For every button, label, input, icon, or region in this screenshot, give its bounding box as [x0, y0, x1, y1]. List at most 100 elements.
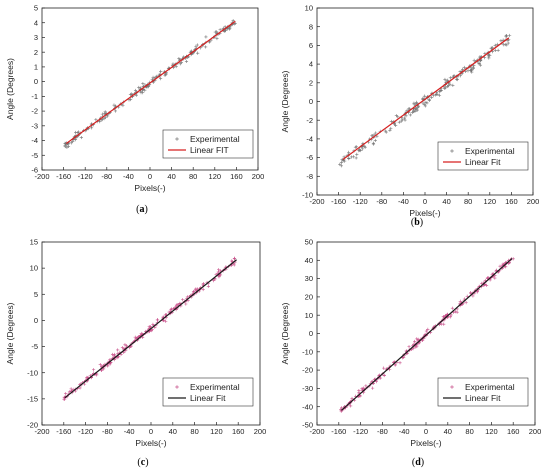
y-tick-label: 3 — [34, 33, 38, 42]
scatter-point — [112, 352, 117, 357]
legend-label: Experimental — [190, 382, 240, 392]
scatter-point — [340, 160, 344, 164]
scatter-point — [502, 43, 506, 47]
scatter-point — [394, 123, 398, 128]
scatter-point — [382, 373, 386, 378]
scatter-point — [388, 368, 392, 372]
scatter-point — [103, 115, 108, 120]
scatter-point — [504, 33, 508, 38]
scatter-point — [443, 314, 448, 318]
scatter-point — [361, 147, 365, 151]
x-tick-label: 200 — [529, 427, 542, 436]
scatter-point — [116, 348, 120, 352]
scatter-point — [94, 118, 98, 122]
scatter-point — [407, 345, 411, 349]
scatter-point — [424, 100, 428, 105]
x-tick-label: 200 — [254, 427, 267, 436]
scatter-point — [493, 48, 497, 52]
scatter-point — [415, 100, 419, 104]
scatter-point — [178, 301, 182, 305]
scatter-point — [174, 64, 178, 69]
x-tick-label: 200 — [527, 197, 540, 206]
x-tick-label: 120 — [484, 197, 497, 206]
y-tick-label: -2 — [306, 116, 313, 125]
scatter-point — [76, 130, 81, 134]
scatter-point — [477, 62, 481, 66]
scatter-point — [402, 116, 406, 120]
legend-label: Experimental — [465, 382, 515, 392]
scatter-point — [443, 86, 447, 90]
scatter-point — [361, 386, 366, 390]
scatter-point — [498, 264, 502, 268]
legend-box — [162, 377, 254, 407]
scatter-point — [64, 392, 68, 396]
scatter-point — [355, 152, 359, 157]
y-tick-label: -4 — [306, 135, 313, 144]
x-tick-label: 40 — [167, 172, 175, 181]
scatter-point — [455, 310, 459, 314]
scatter-point — [455, 77, 459, 81]
scatter-point — [69, 141, 73, 145]
scatter-point — [354, 156, 358, 160]
x-tick-label: 160 — [507, 427, 520, 436]
scatter-point — [414, 107, 419, 111]
scatter-point — [139, 91, 143, 95]
scatter-point — [413, 339, 417, 344]
y-tick-label: 2 — [34, 48, 38, 57]
scatter-point — [150, 328, 154, 332]
x-tick-label: -80 — [377, 427, 388, 436]
scatter-point — [400, 118, 404, 122]
scatter-point — [69, 387, 73, 391]
x-tick-label: -40 — [398, 197, 409, 206]
legend-box — [162, 129, 254, 159]
scatter-point — [194, 287, 198, 291]
chart-b: -200 -160 -120 -80 -40 0 40 80 120 160 200-10-8-6-… — [280, 4, 540, 228]
y-tick-label: -20 — [302, 366, 313, 375]
scatter-point — [501, 38, 505, 42]
y-tick-label: -15 — [27, 394, 38, 403]
scatter-point — [461, 67, 465, 72]
scatter-point — [357, 391, 361, 395]
x-axis-title: Pixels(-) — [134, 183, 165, 193]
legend-label: Linear Fit — [465, 157, 501, 167]
y-axis-title: Angle (Degrees) — [5, 58, 15, 120]
scatter-point — [184, 302, 188, 306]
scatter-point — [217, 268, 221, 272]
scatter-point — [402, 355, 406, 359]
legend-marker-scatter — [175, 137, 179, 141]
scatter-point — [163, 72, 168, 76]
scatter-point — [167, 310, 171, 314]
y-tick-label: -5 — [31, 151, 38, 160]
scatter-point — [422, 94, 427, 98]
scatter-point — [448, 315, 453, 319]
scatter-point — [213, 30, 217, 34]
scatter-point — [169, 308, 173, 312]
y-tick-label: -10 — [27, 368, 38, 377]
scatter-point — [91, 368, 96, 372]
scatter-point — [201, 287, 205, 292]
fit-line — [342, 37, 510, 160]
scatter-point — [486, 276, 490, 280]
x-tick-label: -200 — [309, 427, 324, 436]
scatter-point — [462, 65, 466, 70]
scatter-point — [232, 257, 237, 261]
scatter-point — [370, 386, 375, 390]
scatter-point — [458, 299, 462, 303]
scatter-point — [470, 67, 474, 72]
y-tick-label: 6 — [309, 41, 313, 50]
fit-line — [64, 259, 237, 399]
x-tick-label: 0 — [423, 197, 427, 206]
y-tick-label: -10 — [302, 347, 313, 356]
x-tick-label: 160 — [505, 197, 518, 206]
scatter-point — [359, 148, 363, 153]
scatter-point — [484, 283, 489, 287]
scatter-point — [134, 337, 138, 341]
x-tick-label: 80 — [189, 172, 197, 181]
scatter-point — [412, 101, 416, 105]
x-tick-label: -160 — [331, 427, 346, 436]
y-tick-label: -2 — [31, 107, 38, 116]
scatter-point — [480, 281, 484, 285]
x-tick-label: 40 — [442, 197, 450, 206]
scatter-point — [158, 77, 163, 81]
scatter-point — [504, 265, 508, 269]
